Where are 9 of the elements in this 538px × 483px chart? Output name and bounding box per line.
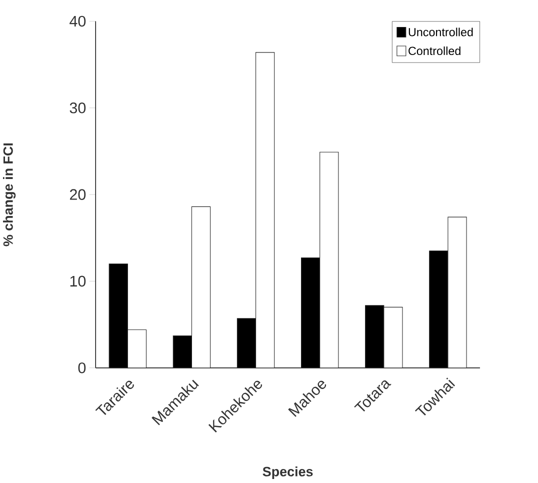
x-axis-title: Species: [262, 466, 313, 480]
y-tick-label: 0: [78, 362, 86, 374]
y-tick-label: 20: [70, 189, 86, 200]
y-axis-title: % change in FCI: [3, 143, 16, 246]
y-tick-label: 40: [70, 16, 86, 27]
legend-label: Controlled: [408, 46, 460, 56]
y-tick-label: 10: [70, 276, 86, 287]
legend-label: Uncontrolled: [408, 28, 473, 36]
y-tick-label: 30: [70, 102, 86, 114]
